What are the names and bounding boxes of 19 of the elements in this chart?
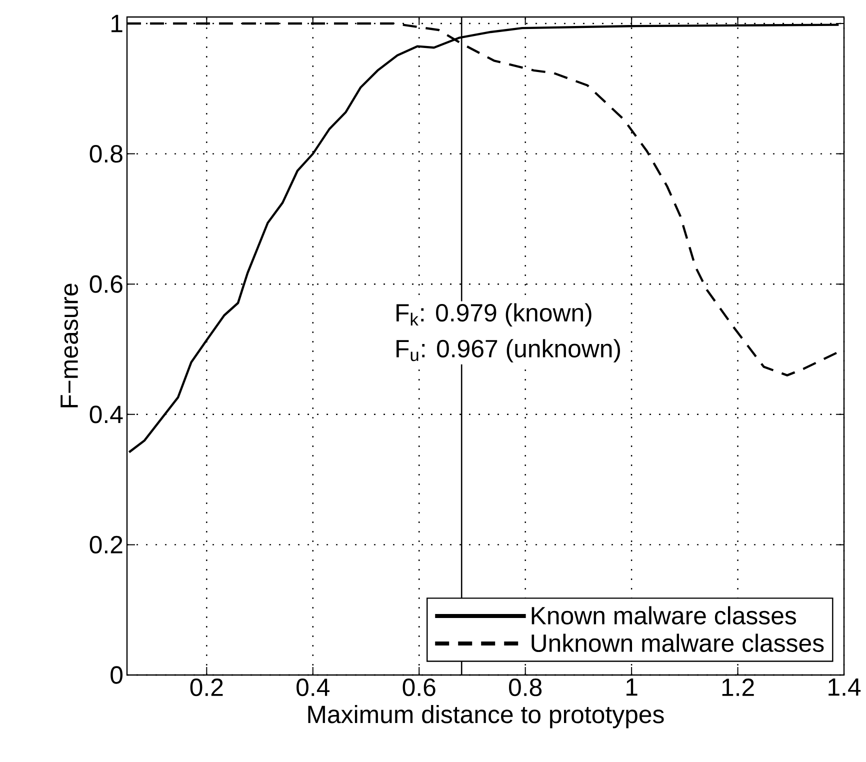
y-tick-label: 0.4 [90, 406, 123, 424]
x-tick-label: 1.4 [828, 678, 861, 696]
x-axis-title: Maximum distance to prototypes [308, 704, 664, 728]
x-tick-label: 0.6 [402, 678, 436, 696]
legend-label: Unknown malware classes [532, 634, 824, 652]
y-tick-label: 0.2 [90, 536, 122, 554]
y-axis-title: F−measure [60, 284, 78, 408]
y-tick-label: 0.8 [90, 144, 122, 163]
annotation: F$_{u}$: 0.967 (unknown) [396, 339, 620, 362]
y-tick-label: 1 [112, 14, 122, 32]
y-tick-label: 0 [110, 666, 123, 684]
x-tick-label: 1.2 [722, 678, 754, 696]
y-tick-label: 0.6 [90, 275, 122, 293]
x-tick-label: 0.4 [296, 678, 330, 696]
x-tick-label: 1 [626, 678, 638, 696]
legend-label: Known malware classes [532, 606, 796, 624]
x-tick-label: 0.2 [190, 678, 223, 696]
annotation: F$_{k}$: 0.979 (known) [396, 303, 592, 326]
x-tick-label: 0.8 [508, 678, 542, 696]
